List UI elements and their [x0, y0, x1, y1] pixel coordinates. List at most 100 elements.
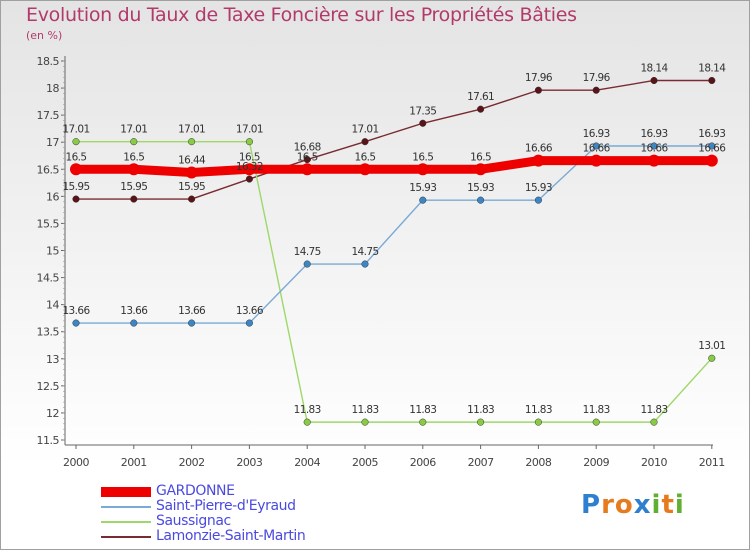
data-label: 11.83 [640, 404, 667, 416]
data-label: 16.66 [698, 143, 726, 155]
data-label: 16.68 [294, 142, 321, 154]
data-point [72, 319, 80, 327]
data-point [708, 142, 716, 150]
data-point [245, 175, 253, 183]
data-point [590, 154, 603, 167]
data-label: 13.66 [178, 305, 206, 317]
data-point [534, 86, 542, 94]
data-label: 15.93 [525, 182, 552, 194]
data-point [477, 196, 485, 204]
data-label: 16.93 [640, 128, 667, 140]
data-label: 16.44 [178, 155, 206, 167]
series-line [75, 140, 713, 423]
data-label: 13.66 [62, 305, 90, 317]
x-tick-label: 2001 [121, 456, 147, 469]
data-point [534, 418, 542, 426]
series-line [75, 79, 713, 200]
data-label: 15.93 [467, 182, 494, 194]
data-label: 16.93 [583, 128, 610, 140]
unit-label: (en %) [26, 29, 63, 42]
y-tick-label: 15.5 [37, 217, 60, 230]
data-label: 15.95 [62, 181, 89, 193]
data-point [534, 196, 542, 204]
data-label: 13.66 [120, 305, 148, 317]
data-label: 17.01 [236, 124, 263, 136]
proxiti-logo: Proxiti [581, 490, 685, 520]
data-label: 11.83 [294, 404, 321, 416]
y-tick-label: 12.5 [37, 380, 60, 393]
legend-label-saussignac: Saussignac [156, 513, 231, 529]
data-point [243, 163, 256, 176]
data-label: 15.95 [120, 181, 147, 193]
series-line [75, 145, 713, 324]
data-label: 17.61 [467, 91, 494, 103]
data-point [188, 195, 196, 203]
data-label: 16.93 [698, 128, 725, 140]
logo-letter: r [601, 490, 615, 520]
legend-swatch-lamonzie [101, 536, 151, 538]
data-label: 17.35 [409, 105, 436, 117]
logo-letter: t [661, 490, 675, 520]
y-tick-label: 15 [46, 245, 59, 258]
data-point [245, 138, 253, 146]
data-point [474, 163, 487, 176]
data-point [185, 166, 198, 179]
data-label: 14.75 [351, 246, 378, 258]
x-tick-label: 2007 [468, 456, 494, 469]
logo-letter: o [614, 490, 634, 520]
data-label: 11.83 [525, 404, 552, 416]
data-point [532, 154, 545, 167]
data-point [303, 260, 311, 268]
legend-swatch-gardonne [101, 487, 151, 497]
data-point [188, 319, 196, 327]
data-label: 16.66 [525, 143, 553, 155]
data-point [650, 76, 658, 85]
y-tick-label: 11.5 [37, 434, 60, 447]
legend-label-saint-pierre: Saint-Pierre-d'Eyraud [156, 498, 296, 514]
data-label: 15.93 [409, 182, 436, 194]
x-tick-label: 2010 [641, 456, 667, 469]
data-point [650, 142, 658, 150]
data-point [419, 418, 427, 426]
y-tick-label: 14 [46, 299, 59, 312]
x-tick-label: 2011 [699, 456, 725, 469]
data-label: 16.5 [66, 151, 87, 163]
data-label: 17.01 [351, 124, 378, 136]
data-label: 11.83 [409, 404, 436, 416]
data-label: 17.96 [583, 72, 611, 84]
y-tick-label: 16.5 [37, 163, 60, 176]
legend-swatch-saint-pierre [101, 506, 151, 508]
x-tick-label: 2008 [525, 456, 551, 469]
y-tick-label: 13 [46, 353, 59, 366]
data-point [419, 196, 427, 204]
x-tick-label: 2000 [63, 456, 89, 469]
data-label: 13.01 [698, 340, 725, 352]
data-label: 16.5 [412, 151, 433, 163]
data-label: 17.96 [525, 72, 553, 84]
x-tick-label: 2003 [236, 456, 262, 469]
data-point [705, 154, 718, 167]
data-point [592, 418, 600, 426]
x-tick-label: 2009 [583, 456, 609, 469]
data-point [72, 138, 80, 146]
data-label: 17.01 [62, 124, 89, 136]
data-label: 17.01 [178, 124, 205, 136]
logo-letter: i [674, 490, 685, 520]
data-point [188, 138, 196, 146]
x-tick-label: 2005 [352, 456, 378, 469]
data-point [303, 418, 311, 426]
data-label: 16.32 [236, 161, 263, 173]
y-tick-label: 18.5 [37, 55, 60, 68]
data-point [70, 163, 82, 176]
data-point [650, 418, 658, 426]
data-label: 16.5 [239, 151, 260, 163]
data-label: 16.5 [470, 151, 491, 163]
data-point [361, 138, 369, 146]
data-point [130, 195, 138, 203]
data-point [708, 354, 716, 362]
x-tick-label: 2004 [294, 456, 320, 469]
data-label: 18.14 [640, 62, 668, 74]
data-label: 14.75 [294, 246, 321, 258]
legend-label-lamonzie: Lamonzie-Saint-Martin [156, 528, 306, 544]
